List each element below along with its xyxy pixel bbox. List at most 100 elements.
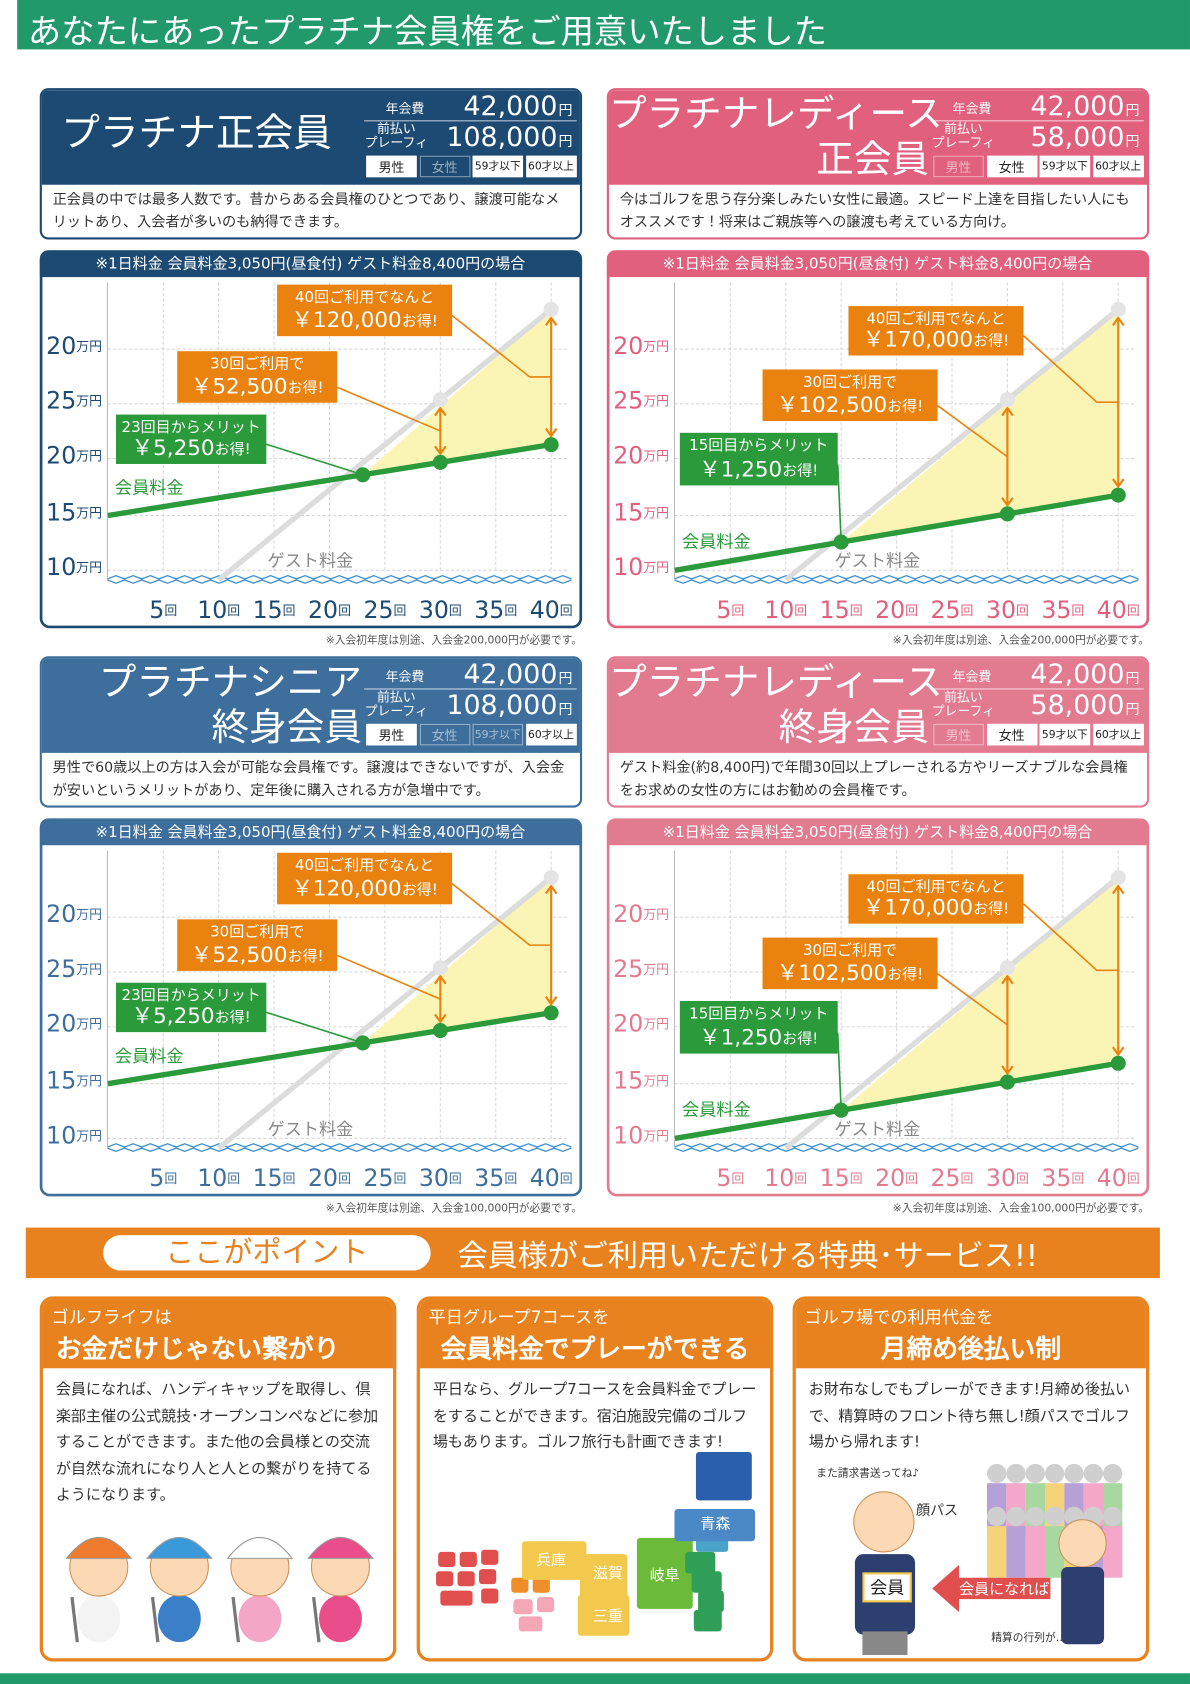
y-tick-unit: 万円 [76, 1129, 102, 1144]
member-dot [833, 1102, 849, 1118]
map-region [685, 1551, 716, 1574]
y-tick-label: 10万円 [613, 553, 669, 581]
fee-unit: 円 [558, 103, 573, 120]
prepay-label: 前払い [944, 121, 983, 137]
callout-amount: ￥52,500お得! [191, 375, 324, 400]
waiting-head [1058, 1519, 1107, 1568]
plan-card: プラチナレディース 正会員 年会費 42,000 円前払い プレーフィ 58,000 円男性女… [606, 88, 1150, 240]
x-tick-label: 20回 [875, 1164, 918, 1192]
x-tick-label: 15回 [253, 1164, 296, 1192]
guest-line [216, 307, 553, 583]
golfer-cap [307, 1536, 374, 1559]
amount-suffix: お得! [887, 396, 923, 414]
y-tick-unit: 万円 [643, 449, 669, 464]
x-tick-unit: 回 [338, 604, 351, 619]
x-tick-unit: 回 [164, 1172, 177, 1187]
queue-body [1025, 1526, 1046, 1578]
eligibility-tag: 60才以上 [525, 155, 577, 178]
amount-suffix: お得! [973, 331, 1009, 349]
y-tick-unit: 万円 [643, 561, 669, 576]
point-lead: ゴルフライフは [51, 1307, 172, 1328]
member-dot [999, 1074, 1015, 1090]
amount-suffix: お得! [887, 965, 923, 983]
fee-value: 42,000 [463, 658, 558, 690]
map-region [481, 1549, 499, 1565]
x-tick-label: 25回 [931, 596, 974, 624]
golf-club [312, 1596, 321, 1643]
x-tick-label: 10回 [197, 1164, 240, 1192]
y-tick-label: 15万円 [46, 1066, 102, 1094]
point-card-header: ゴルフ場での利用代金を 月締め後払い制 [795, 1299, 1146, 1369]
x-tick-number: 30 [419, 596, 449, 624]
wave [674, 1147, 1139, 1153]
callout-box [848, 874, 1024, 924]
leader-line [451, 314, 552, 378]
guest-line [216, 875, 553, 1151]
callout-box [115, 414, 267, 464]
amount: ￥1,250 [699, 1026, 782, 1051]
callout-amount: ￥120,000お得! [291, 876, 437, 901]
y-tick-label: 20万円 [613, 441, 669, 469]
x-tick-number: 40 [530, 1164, 560, 1192]
title-bar: あなたにあったプラチナ会員権をご用意いたしました [17, 0, 1190, 52]
y-tick-label: 15万円 [613, 498, 669, 526]
leader-line [266, 443, 363, 476]
chart-frame [39, 818, 583, 1197]
x-tick-unit: 回 [1016, 604, 1029, 619]
callout-text: 40回ご利用でなんと [295, 856, 434, 874]
guest-dot [999, 392, 1015, 408]
arrow-head [544, 316, 558, 438]
y-tick-number: 25 [613, 954, 643, 982]
x-tick-label: 25回 [931, 1164, 974, 1192]
y-tick-number: 15 [613, 498, 643, 526]
y-tick-number: 25 [46, 386, 76, 414]
chart-note: ※入会初年度は別途、入会金100,000円が必要です。 [325, 1202, 583, 1215]
y-tick-unit: 万円 [643, 908, 669, 923]
amount: ￥170,000 [863, 327, 973, 352]
y-tick-label: 10万円 [613, 1121, 669, 1149]
golfer-cap [65, 1536, 133, 1559]
member-label: 会員料金 [682, 1101, 751, 1121]
man-legs [862, 1631, 908, 1656]
callout-text: 30回ご利用で [210, 923, 304, 941]
leader-line [937, 973, 1008, 1026]
y-tick-label: 25万円 [613, 386, 669, 414]
member-dot [432, 454, 448, 470]
plan-name: プラチナ正会員 [61, 111, 332, 156]
amount: ￥102,500 [777, 961, 887, 986]
member-dot [432, 1022, 448, 1039]
member-dot [543, 1005, 559, 1021]
callout-text: 30回ご利用で [210, 355, 304, 373]
x-tick-unit: 回 [794, 604, 807, 619]
x-tick-unit: 回 [850, 1172, 863, 1187]
eligibility-tag: 女性 [419, 155, 470, 178]
x-tick-label: 15回 [820, 596, 863, 624]
callout-amount: ￥170,000お得! [863, 896, 1009, 921]
map-region [440, 1590, 473, 1606]
eligibility-tag: 男性 [933, 723, 984, 746]
guest-label: ゲスト料金 [267, 1120, 353, 1140]
x-tick-unit: 回 [1127, 604, 1140, 619]
map-region [479, 1569, 497, 1585]
y-tick-unit: 万円 [643, 339, 669, 354]
y-tick-number: 20 [46, 331, 76, 359]
map-label: 三重 [593, 1607, 623, 1625]
map-label: 兵庫 [536, 1551, 566, 1569]
plan-name: 正会員 [816, 138, 930, 182]
y-tick-unit: 万円 [643, 506, 669, 521]
y-tick-number: 15 [613, 1066, 643, 1094]
x-tick-label: 30回 [986, 1164, 1029, 1192]
point-body: お財布なしでもプレーができます!月締め後払いで、精算時のフロント待ち無し!顔パス… [808, 1381, 1131, 1451]
fee-divider [364, 688, 577, 690]
arrow-head [1112, 884, 1125, 1057]
queue-body [1102, 1526, 1123, 1578]
y-tick-unit: 万円 [76, 1017, 102, 1032]
y-tick-number: 25 [46, 954, 76, 982]
fee-label: 年会費 [385, 669, 425, 685]
x-tick-unit: 回 [560, 1172, 573, 1187]
prepay-label: プレーフィ [364, 703, 429, 719]
x-tick-number: 5 [149, 596, 164, 624]
prepay-value: 108,000 [446, 689, 558, 721]
member-dot [833, 534, 849, 550]
